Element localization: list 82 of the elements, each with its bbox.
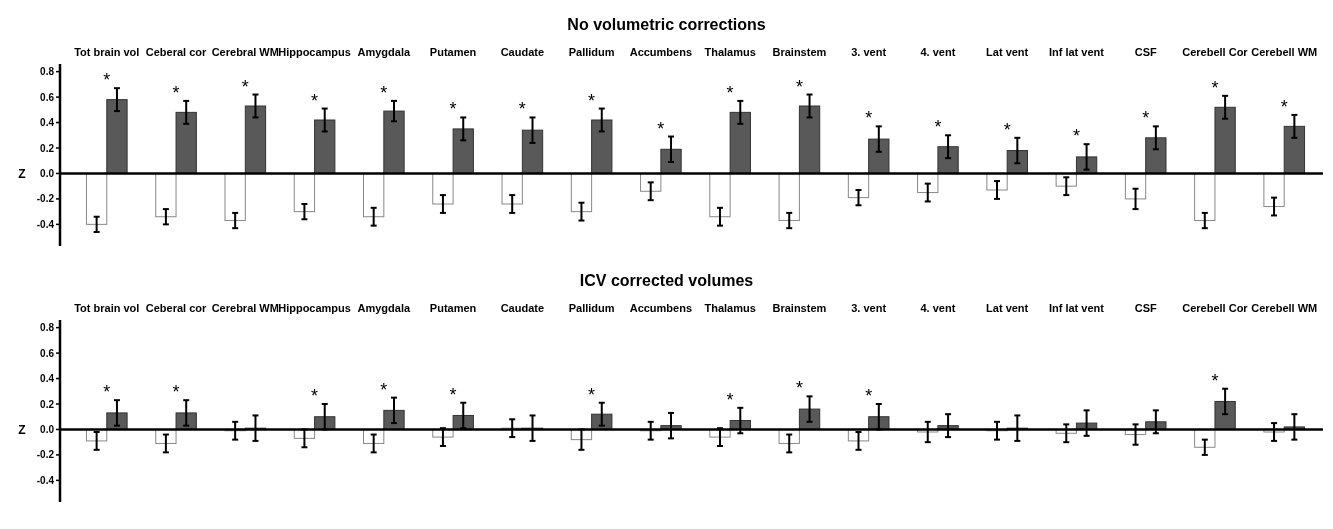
x-tick-label: Inf lat vent: [1048, 46, 1105, 58]
data-label: *: [172, 382, 180, 403]
data-label: *: [1072, 126, 1080, 147]
data-label: *: [865, 108, 873, 129]
x-tick-label: Cerebral WM: [211, 302, 279, 314]
x-tick-label: CSF: [1134, 302, 1157, 314]
chart-title: ICV corrected volumes: [579, 272, 754, 289]
data-label: *: [103, 70, 111, 91]
x-tick-label: Inf lat vent: [1048, 302, 1105, 314]
x-tick-label: Amygdala: [357, 46, 411, 58]
y-tick-label: 0.8: [40, 66, 55, 78]
data-label: *: [588, 384, 596, 405]
data-label: *: [726, 389, 734, 410]
x-tick-label: 3. vent: [851, 46, 887, 58]
x-tick-label: Accumbens: [629, 302, 693, 314]
data-label: *: [172, 82, 180, 103]
x-tick-label: Putamen: [429, 46, 477, 58]
data-label: *: [449, 384, 457, 405]
data-label: *: [1142, 108, 1150, 129]
y-tick-label: 0.4: [40, 117, 55, 129]
data-label: *: [241, 76, 249, 97]
chart-title: No volumetric corrections: [567, 16, 766, 33]
x-tick-label: Tot brain vol: [74, 302, 140, 314]
data-label: *: [103, 382, 111, 403]
y-tick-label: 0.0: [40, 167, 55, 179]
data-label: *: [1211, 370, 1219, 391]
data-label: *: [311, 90, 319, 111]
y-tick-label: 0.6: [40, 91, 55, 103]
y-axis-title: Z: [18, 166, 26, 181]
y-tick-label: -0.2: [36, 449, 55, 461]
x-tick-label: Tot brain vol: [74, 46, 140, 58]
x-tick-label: Cerebell WM: [1251, 302, 1318, 314]
y-tick-label: 0.4: [40, 373, 55, 385]
x-tick-label: Hippocampus: [278, 46, 351, 58]
x-tick-label: Thalamus: [704, 302, 756, 314]
x-tick-label: Lat vent: [986, 302, 1029, 314]
x-tick-label: Accumbens: [629, 46, 693, 58]
x-tick-label: Amygdala: [357, 302, 411, 314]
y-tick-label: 0.6: [40, 347, 55, 359]
y-tick-label: 0.0: [40, 423, 55, 435]
x-tick-label: Cerebell Cor: [1182, 302, 1249, 314]
data-label: *: [865, 386, 873, 406]
x-tick-label: Pallidum: [568, 302, 615, 314]
data-label: *: [795, 76, 803, 97]
x-tick-label: Lat vent: [986, 46, 1029, 58]
x-tick-label: Cerebral WM: [211, 46, 279, 58]
x-tick-label: 3. vent: [851, 302, 887, 314]
data-label: *: [934, 117, 942, 138]
x-tick-label: 4. vent: [920, 46, 956, 58]
y-tick-label: 0.2: [40, 398, 55, 410]
y-tick-label: 0.8: [40, 322, 55, 334]
x-tick-label: Ceberal cor: [145, 46, 208, 58]
x-tick-label: Brainstem: [772, 302, 827, 314]
y-tick-label: 0.2: [40, 142, 55, 154]
x-tick-label: Putamen: [429, 302, 477, 314]
data-label: *: [1003, 119, 1011, 140]
data-label: *: [1211, 77, 1219, 98]
data-label: *: [518, 99, 526, 120]
x-tick-label: Pallidum: [568, 46, 615, 58]
y-axis-title: Z: [18, 422, 26, 437]
x-tick-label: Caudate: [500, 302, 545, 314]
y-tick-label: -0.4: [36, 474, 55, 486]
x-tick-label: CSF: [1134, 46, 1157, 58]
data-label: *: [380, 379, 388, 400]
x-tick-label: Hippocampus: [278, 302, 351, 314]
data-label: *: [795, 378, 803, 399]
x-tick-label: Cerebell Cor: [1182, 46, 1249, 58]
data-label: *: [588, 90, 596, 111]
data-label: *: [311, 386, 319, 406]
data-label: *: [1280, 96, 1288, 117]
x-tick-label: 4. vent: [920, 302, 956, 314]
x-tick-label: Thalamus: [704, 46, 756, 58]
x-tick-label: Cerebell WM: [1251, 46, 1318, 58]
data-label: *: [449, 99, 457, 120]
x-tick-label: Caudate: [500, 46, 545, 58]
data-label: *: [657, 118, 665, 139]
x-tick-label: Ceberal cor: [145, 302, 208, 314]
y-tick-label: -0.2: [36, 193, 55, 205]
y-tick-label: -0.4: [36, 218, 55, 230]
data-label: *: [380, 82, 388, 103]
data-label: *: [726, 82, 734, 103]
x-tick-label: Brainstem: [772, 46, 827, 58]
